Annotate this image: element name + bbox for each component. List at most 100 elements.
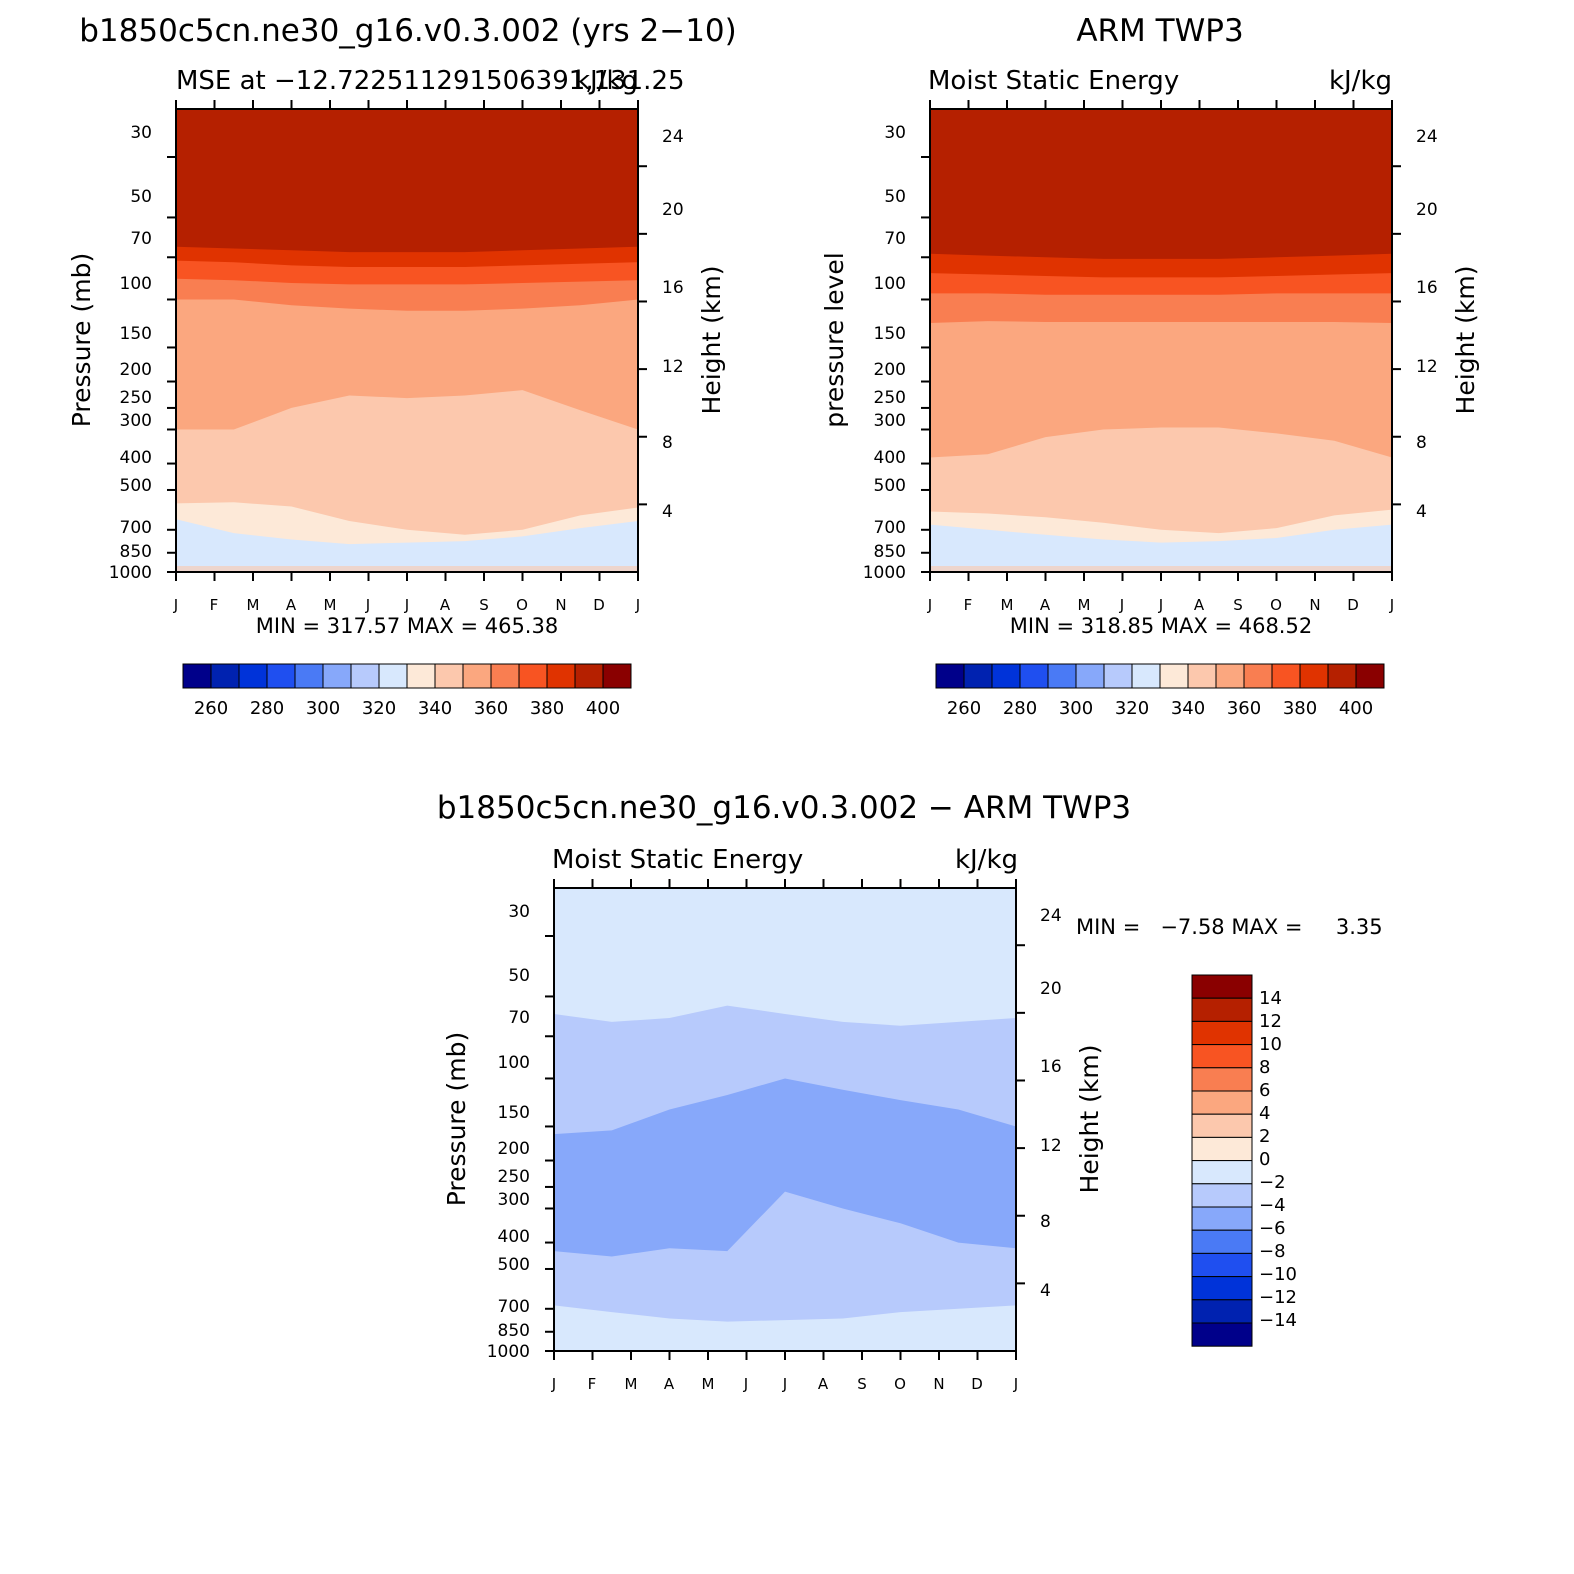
y-tick-label: 1000 — [487, 1342, 530, 1362]
colorbar-label: 300 — [306, 698, 340, 719]
x-tick-label: J — [404, 596, 409, 614]
y-right-tick-labels: 24 20 16 12 8 4 — [1040, 906, 1062, 1301]
x-tick-label: O — [1270, 596, 1282, 614]
y-right-tick-label: 24 — [1040, 906, 1062, 926]
x-tick-label: J — [551, 1375, 556, 1393]
x-tick-labels: J F M A M J J A S O N D J — [173, 596, 640, 614]
colorbar-box — [1159, 663, 1189, 689]
colorbar-label: 260 — [194, 698, 228, 719]
x-tick-label: M — [1078, 596, 1091, 614]
colorbar-label: 0 — [1259, 1149, 1270, 1170]
x-tick-label: M — [1001, 596, 1014, 614]
y-right-tick-label: 16 — [1040, 1057, 1062, 1077]
x-tick-label: F — [964, 596, 973, 614]
y-right-tick-label: 8 — [662, 433, 673, 453]
y-tick-label: 1000 — [109, 563, 152, 583]
y-right-tick-label: 24 — [1416, 127, 1438, 147]
y-right-axis-label: Height (km) — [697, 266, 726, 415]
y-tick-label: 700 — [498, 1297, 530, 1317]
y-tick-label: 150 — [498, 1103, 530, 1123]
y-right-tick-label: 24 — [662, 127, 684, 147]
colorbar-box — [1019, 663, 1049, 689]
colorbar — [182, 663, 632, 689]
x-tick-label: F — [210, 596, 219, 614]
min-max-stats: MIN = 318.85 MAX = 468.52 — [1010, 614, 1312, 638]
colorbar-label: 340 — [418, 698, 452, 719]
colorbar-label: 360 — [1227, 698, 1261, 719]
colorbar-box — [1191, 1229, 1253, 1254]
colorbar-box — [963, 663, 993, 689]
contour-plot — [167, 100, 647, 581]
colorbar-box — [1191, 1020, 1253, 1046]
x-tick-label: A — [1194, 596, 1205, 614]
colorbar — [1191, 974, 1253, 1347]
colorbar-label: 300 — [1059, 698, 1093, 719]
colorbar-box — [1187, 663, 1217, 689]
colorbar-box — [1047, 663, 1077, 689]
y-tick-label: 500 — [498, 1255, 530, 1275]
colorbar-box — [1191, 1299, 1253, 1324]
x-tick-label: A — [286, 596, 297, 614]
y-tick-label: 400 — [498, 1227, 530, 1247]
colorbar-box — [1191, 1090, 1253, 1115]
colorbar-box — [266, 663, 296, 689]
min-max-stats: MIN = 317.57 MAX = 465.38 — [256, 614, 558, 638]
colorbar-box — [1191, 1206, 1253, 1231]
contour-band — [930, 524, 1392, 572]
min-max-stats: MIN = −7.58 MAX = 3.35 — [1076, 915, 1383, 939]
x-tick-label: A — [440, 596, 451, 614]
colorbar-box — [546, 663, 576, 689]
colorbar-label: −10 — [1259, 1264, 1297, 1285]
colorbar-box — [210, 663, 240, 689]
colorbar-box — [1271, 663, 1301, 689]
colorbar-box — [1191, 1276, 1253, 1301]
colorbar-box — [294, 663, 324, 689]
y-right-tick-labels: 24 20 16 12 8 4 — [662, 127, 684, 522]
colorbar-box — [462, 663, 492, 689]
x-tick-label: O — [516, 596, 528, 614]
panel-obs: ARM TWP3 Moist Static Energy kJ/kg J F M… — [820, 13, 1480, 719]
colorbar-label: −6 — [1259, 1218, 1286, 1239]
colorbar-label: 2 — [1259, 1126, 1270, 1147]
y-right-axis-label: Height (km) — [1075, 1045, 1104, 1194]
colorbar-label: 360 — [474, 698, 508, 719]
panel-subtitle-right: kJ/kg — [575, 66, 638, 96]
y-right-tick-label: 8 — [1416, 433, 1427, 453]
colorbar-label: 10 — [1259, 1034, 1282, 1055]
y-right-tick-label: 16 — [662, 278, 684, 298]
y-tick-label: 1000 — [863, 563, 906, 583]
x-tick-label: M — [702, 1375, 715, 1393]
colorbar-box — [1191, 997, 1253, 1022]
y-tick-label: 300 — [498, 1190, 530, 1210]
x-tick-label: J — [782, 1375, 787, 1393]
colorbar-box — [490, 663, 520, 689]
colorbar-label: 4 — [1259, 1103, 1270, 1124]
colorbar-box — [1075, 663, 1105, 689]
colorbar-box — [1191, 1136, 1253, 1162]
y-right-tick-label: 12 — [1416, 357, 1438, 377]
x-tick-label: J — [365, 596, 370, 614]
x-tick-labels: J F M A M J J A S O N D J — [551, 1375, 1018, 1393]
y-tick-label: 200 — [874, 360, 906, 380]
y-tick-label: 50 — [130, 187, 152, 207]
colorbar-box — [1191, 1252, 1253, 1278]
colorbar-label: 400 — [1339, 698, 1373, 719]
colorbar-label: 12 — [1259, 1011, 1282, 1032]
panel-diff: b1850c5cn.ne30_g16.v0.3.002 − ARM TWP3 M… — [437, 790, 1383, 1393]
colorbar-labels: 260 280 300 320 340 360 380 400 — [194, 698, 620, 719]
y-tick-labels: 30 50 70 100 150 200 250 300 400 500 700… — [109, 123, 152, 583]
y-tick-labels: 30 50 70 100 150 200 250 300 400 500 700… — [863, 123, 906, 583]
colorbar-box — [1191, 1322, 1253, 1347]
colorbar-box — [1191, 1183, 1253, 1208]
y-right-tick-label: 4 — [1416, 502, 1427, 522]
y-axis-label: pressure level — [820, 252, 849, 427]
y-tick-label: 30 — [130, 123, 152, 143]
x-tick-label: S — [857, 1375, 867, 1393]
x-tick-label: J — [743, 1375, 748, 1393]
y-tick-label: 400 — [874, 448, 906, 468]
colorbar-box — [1355, 663, 1385, 689]
y-tick-label: 700 — [120, 518, 152, 538]
x-tick-label: S — [1233, 596, 1243, 614]
colorbar-box — [1103, 663, 1133, 689]
colorbar-box — [1191, 1113, 1253, 1138]
